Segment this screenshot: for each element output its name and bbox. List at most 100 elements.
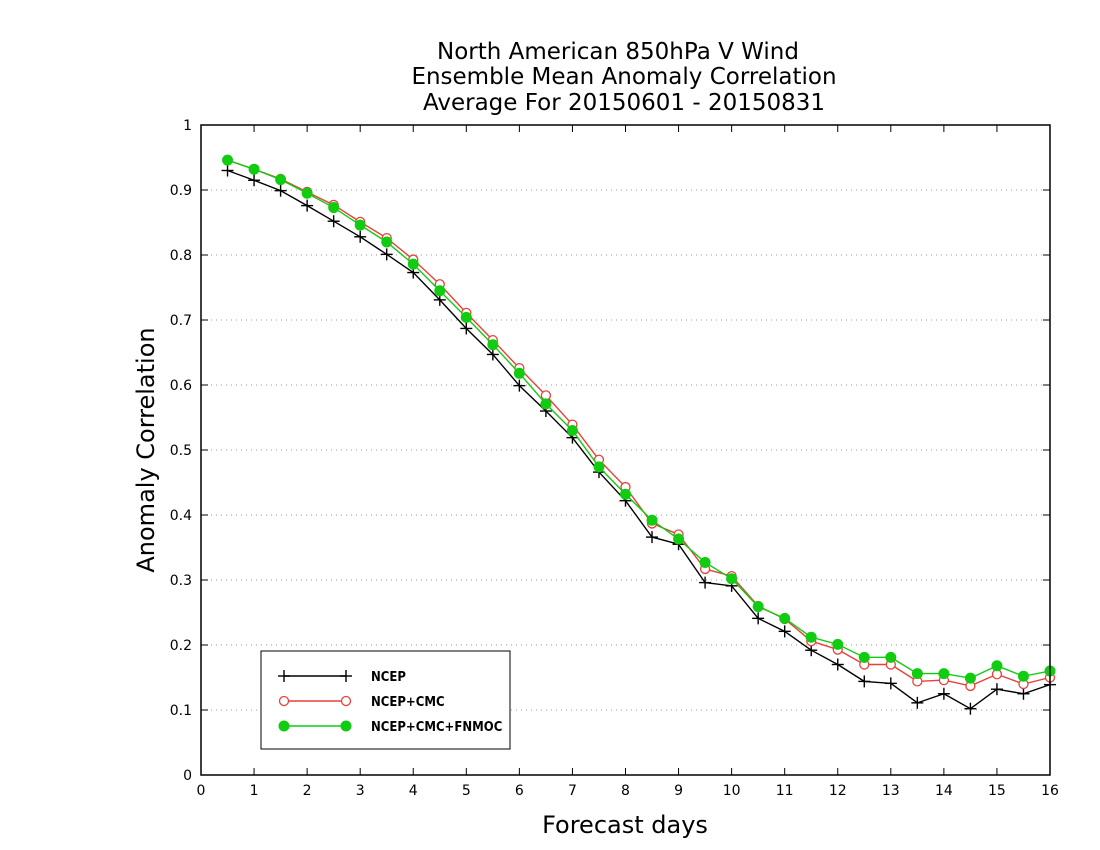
x-tick-label: 14 <box>935 783 953 799</box>
data-point <box>301 187 313 199</box>
y-tick-label: 0.2 <box>170 638 192 654</box>
data-point <box>380 248 393 261</box>
chart-title-line-2: Ensemble Mean Anomaly Correlation <box>411 64 836 90</box>
data-point <box>805 631 817 643</box>
data-point <box>646 531 659 544</box>
legend-label: NCEP+CMC+FNMOC <box>371 720 502 735</box>
data-point <box>991 660 1003 672</box>
data-point <box>278 720 290 732</box>
data-point <box>486 348 499 361</box>
data-point <box>937 687 950 700</box>
series-ncep <box>221 164 1056 715</box>
x-axis-label: Forecast days <box>542 811 708 839</box>
x-tick-label: 10 <box>723 783 741 799</box>
x-tick-label: 9 <box>674 783 683 799</box>
y-tick-label: 0.4 <box>170 508 192 524</box>
data-point <box>275 174 287 186</box>
legend-item: NCEP <box>278 670 406 685</box>
data-point <box>1017 670 1029 682</box>
legend-label: NCEP <box>371 670 406 685</box>
x-tick-label: 7 <box>568 783 577 799</box>
x-tick-label: 11 <box>776 783 794 799</box>
series-line <box>227 159 1051 687</box>
data-point <box>990 683 1003 696</box>
x-tick-label: 0 <box>197 783 206 799</box>
data-point <box>646 514 658 526</box>
tick-labels: 0 1 2 3 4 5 6 7 8 9 10 11 12 13 14 15 1600.10.20.30.40.5… <box>170 118 1059 799</box>
data-point <box>278 695 290 707</box>
data-point <box>673 533 685 545</box>
data-point <box>884 677 897 690</box>
data-point <box>354 219 366 231</box>
chart-title-line-1: North American 850hPa V Wind <box>437 39 799 65</box>
data-point <box>699 556 711 568</box>
y-tick-label: 0.3 <box>170 573 192 589</box>
data-point <box>248 174 261 187</box>
data-point <box>407 258 419 270</box>
data-point <box>278 670 290 682</box>
y-tick-label: 0.6 <box>170 378 192 394</box>
chart-title: North American 850hPa V Wind Ensemble Me… <box>411 39 836 116</box>
data-point <box>699 576 712 589</box>
gridlines <box>201 189 1050 711</box>
data-point <box>460 311 472 323</box>
x-tick-label: 1 <box>250 783 259 799</box>
data-point <box>222 154 234 166</box>
x-tick-label: 16 <box>1041 783 1059 799</box>
legend-item: NCEP+CMC+FNMOC <box>278 720 502 735</box>
data-point <box>340 695 352 707</box>
legend-label: NCEP+CMC <box>371 695 445 710</box>
y-tick-label: 0.9 <box>170 183 192 199</box>
data-point <box>885 651 897 663</box>
y-tick-label: 0 <box>183 768 192 784</box>
x-tick-label: 3 <box>356 783 365 799</box>
chart-title-line-3: Average For 20150601 - 20150831 <box>423 90 825 116</box>
legend-item: NCEP+CMC <box>278 695 445 710</box>
data-point <box>911 668 923 680</box>
x-tick-label: 4 <box>409 783 418 799</box>
series-line <box>227 159 1051 679</box>
data-point <box>832 638 844 650</box>
legend: NCEP NCEP+CMC NCEP+CMC+FNMOC <box>260 650 511 750</box>
data-point <box>487 339 499 351</box>
legend-box <box>260 650 511 750</box>
data-point <box>858 651 870 663</box>
x-tick-label: 8 <box>621 783 630 799</box>
x-tick-label: 2 <box>303 783 312 799</box>
data-point <box>248 163 260 175</box>
data-point <box>381 236 393 248</box>
x-tick-label: 12 <box>829 783 847 799</box>
data-point <box>1017 687 1030 700</box>
data-point <box>460 322 473 335</box>
data-point <box>858 675 871 688</box>
data-point <box>540 398 552 410</box>
data-point <box>340 720 352 732</box>
data-point <box>778 625 791 638</box>
x-tick-label: 15 <box>988 783 1006 799</box>
data-point <box>964 702 977 715</box>
y-tick-label: 1 <box>183 118 192 134</box>
data-point <box>779 612 791 624</box>
data-point <box>593 461 605 473</box>
data-point <box>340 670 352 682</box>
data-point <box>752 601 764 613</box>
data-point <box>911 696 924 709</box>
data-point <box>221 164 234 177</box>
series-ncep-cmc-fnmoc <box>222 154 1056 684</box>
data-point <box>434 285 446 297</box>
data-point <box>513 379 526 392</box>
data-point <box>274 184 287 197</box>
data-point <box>354 230 367 243</box>
data-point <box>328 202 340 214</box>
x-tick-label: 13 <box>882 783 900 799</box>
series-line <box>227 169 1051 710</box>
y-tick-label: 0.8 <box>170 248 192 264</box>
y-tick-label: 0.1 <box>170 703 192 719</box>
data-point <box>964 672 976 684</box>
y-axis-label: Anomaly Correlation <box>132 327 160 572</box>
data-point <box>938 668 950 680</box>
data-point <box>831 658 844 671</box>
data-point <box>726 573 738 585</box>
data-point <box>566 425 578 436</box>
